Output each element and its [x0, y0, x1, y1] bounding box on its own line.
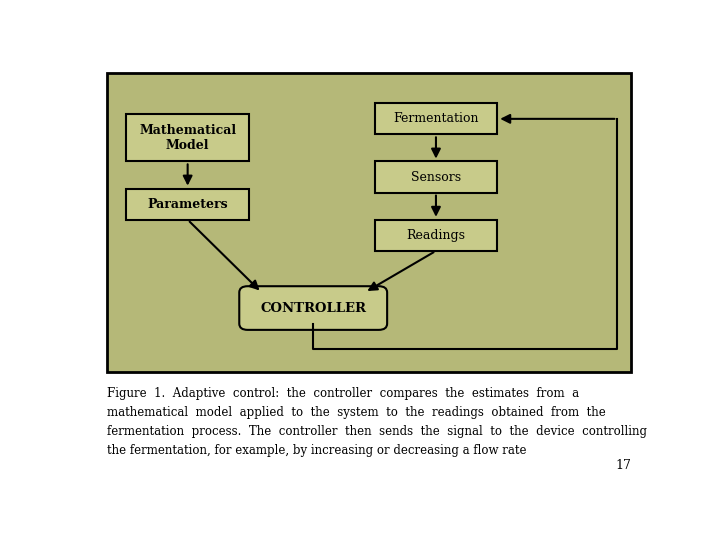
FancyBboxPatch shape	[239, 286, 387, 330]
Text: Sensors: Sensors	[411, 171, 461, 184]
Text: 17: 17	[616, 460, 631, 472]
FancyBboxPatch shape	[126, 113, 249, 161]
Text: Fermentation: Fermentation	[393, 112, 479, 125]
Text: Parameters: Parameters	[148, 198, 228, 211]
Text: CONTROLLER: CONTROLLER	[260, 301, 366, 314]
FancyBboxPatch shape	[374, 103, 498, 134]
FancyBboxPatch shape	[126, 188, 249, 220]
FancyBboxPatch shape	[374, 161, 498, 193]
Text: Readings: Readings	[407, 229, 465, 242]
Bar	[107, 73, 631, 373]
FancyBboxPatch shape	[374, 220, 498, 251]
Text: Mathematical
Model: Mathematical Model	[139, 124, 236, 152]
Text: Figure  1.  Adaptive  control:  the  controller  compares  the  estimates  from : Figure 1. Adaptive control: the controll…	[107, 387, 647, 457]
